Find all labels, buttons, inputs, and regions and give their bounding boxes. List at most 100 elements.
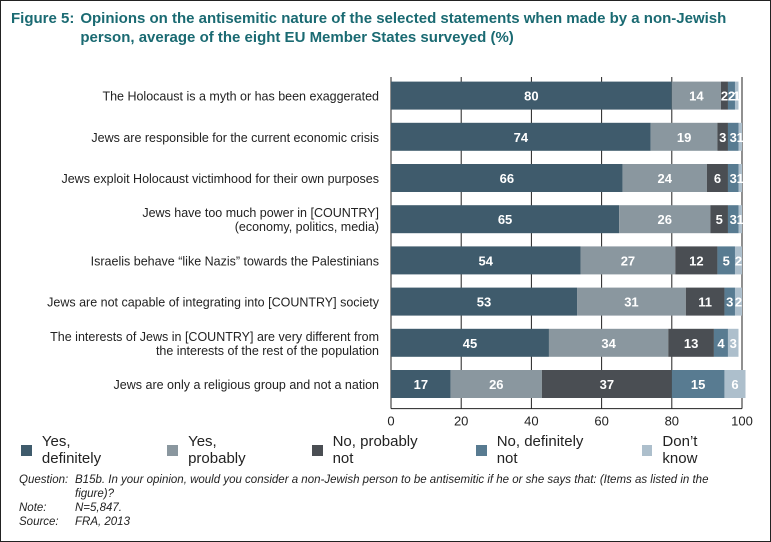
- figure-title: Figure 5: Opinions on the antisemitic na…: [11, 9, 761, 47]
- data-label: 3: [726, 295, 733, 310]
- data-label: 2: [721, 89, 728, 104]
- bar-segment: [734, 81, 739, 110]
- bar-segment: [710, 205, 728, 234]
- data-label: 24: [658, 171, 673, 186]
- bar-segment: [727, 81, 735, 110]
- note-row: Source: FRA, 2013: [19, 515, 725, 529]
- bar-segment: [391, 246, 581, 275]
- data-label: 2: [735, 253, 742, 268]
- bar-segment: [391, 164, 623, 192]
- x-tick-label: 20: [454, 414, 468, 429]
- bar-segment: [622, 164, 707, 192]
- data-label: 54: [479, 253, 494, 268]
- bar-segment: [734, 287, 742, 316]
- legend-item: Yes, definitely: [21, 433, 133, 467]
- data-label: 3: [730, 171, 737, 186]
- data-label: 3: [730, 336, 737, 351]
- data-label: 31: [624, 295, 638, 310]
- data-label: 1: [733, 89, 740, 104]
- legend-item: Don’t know: [641, 433, 736, 467]
- x-tick-label: 80: [665, 414, 679, 429]
- data-label: 11: [698, 295, 712, 310]
- bar-segment: [685, 287, 725, 316]
- data-label: 14: [689, 89, 704, 104]
- note-value: B15b. In your opinion, would you conside…: [75, 474, 709, 500]
- bar-segment: [450, 370, 542, 398]
- bar-segment: [650, 122, 718, 151]
- data-label: 53: [477, 295, 491, 310]
- bar-segment: [577, 287, 686, 316]
- data-label: 80: [524, 89, 538, 104]
- legend-label: Don’t know: [662, 433, 698, 467]
- bar-segment: [724, 287, 735, 316]
- category-label: Jews are not capable of integrating into…: [47, 296, 380, 310]
- data-label: 15: [691, 377, 705, 392]
- data-label: 34: [601, 336, 616, 351]
- data-label: 5: [723, 253, 730, 268]
- bar-segment: [391, 370, 451, 398]
- figure-number: Figure 5:: [11, 10, 75, 27]
- notes: Question: B15b. In your opinion, would yo…: [19, 473, 725, 529]
- bar-segment: [738, 164, 742, 192]
- data-label: 26: [658, 212, 672, 227]
- bar-segment: [668, 328, 714, 357]
- bar-segment: [717, 122, 728, 151]
- data-label: 65: [498, 212, 512, 227]
- legend-swatch: [641, 444, 653, 456]
- category-label: The Holocaust is a myth or has been exag…: [102, 90, 379, 104]
- data-label: 13: [684, 336, 698, 351]
- data-label: 1: [737, 171, 744, 186]
- note-key: Source:: [19, 516, 59, 528]
- note-row: Question: B15b. In your opinion, would yo…: [19, 473, 725, 501]
- bar-segment: [391, 81, 672, 110]
- category-label: Jews are responsible for the current eco…: [91, 131, 379, 145]
- legend-swatch: [475, 444, 487, 456]
- x-tick-label: 100: [731, 414, 753, 429]
- bar-segment: [391, 287, 578, 316]
- bar-segment: [671, 81, 721, 110]
- note-value: FRA, 2013: [75, 516, 130, 528]
- data-label: 74: [514, 130, 529, 145]
- data-label: 1: [737, 130, 744, 145]
- bar-segment: [541, 370, 672, 398]
- data-label: 2: [728, 89, 735, 104]
- bar-segment: [391, 205, 620, 234]
- bar-segment: [717, 246, 735, 275]
- stacked-bar-chart: 0 20 40 60 80 100 The Holocaust is a myth or h…: [47, 77, 753, 429]
- bar-segment: [724, 370, 746, 398]
- category-label: (economy, politics, media): [235, 220, 379, 234]
- data-label: 19: [677, 130, 691, 145]
- note-row: Note: N=5,847.: [19, 501, 725, 515]
- legend-item: No, probably not: [311, 433, 442, 467]
- legend-label: No, definitely not: [496, 433, 584, 467]
- data-label: 6: [714, 171, 721, 186]
- bar-segment: [391, 122, 651, 151]
- category-label: the interests of the rest of the populat…: [156, 344, 379, 358]
- data-label: 37: [600, 377, 614, 392]
- bar-segment: [727, 328, 739, 357]
- data-label: 6: [731, 377, 738, 392]
- data-label: 4: [717, 336, 725, 351]
- x-tick-label: 40: [524, 414, 538, 429]
- note-value: N=5,847.: [75, 502, 122, 514]
- bar-segment: [675, 246, 718, 275]
- bar-segment: [619, 205, 711, 234]
- legend-label: Yes, probably: [188, 433, 246, 467]
- category-label: Jews have too much power in [COUNTRY]: [142, 206, 379, 220]
- data-label: 3: [719, 130, 726, 145]
- data-label: 1: [737, 212, 744, 227]
- figure-title-text: Opinions on the antisemitic nature of th…: [80, 10, 727, 46]
- data-label: 2: [735, 295, 742, 310]
- data-label: 3: [730, 130, 737, 145]
- legend: Yes, definitely Yes, probably No, probably…: [21, 433, 770, 467]
- data-label: 45: [463, 336, 477, 351]
- legend-item: Yes, probably: [167, 433, 278, 467]
- bar-segment: [671, 370, 725, 398]
- bar-segment: [580, 246, 676, 275]
- bar-segment: [720, 81, 728, 110]
- legend-item: No, definitely not: [475, 433, 608, 467]
- legend-swatch: [311, 444, 323, 456]
- bar-segment: [706, 164, 728, 192]
- data-label: 26: [489, 377, 503, 392]
